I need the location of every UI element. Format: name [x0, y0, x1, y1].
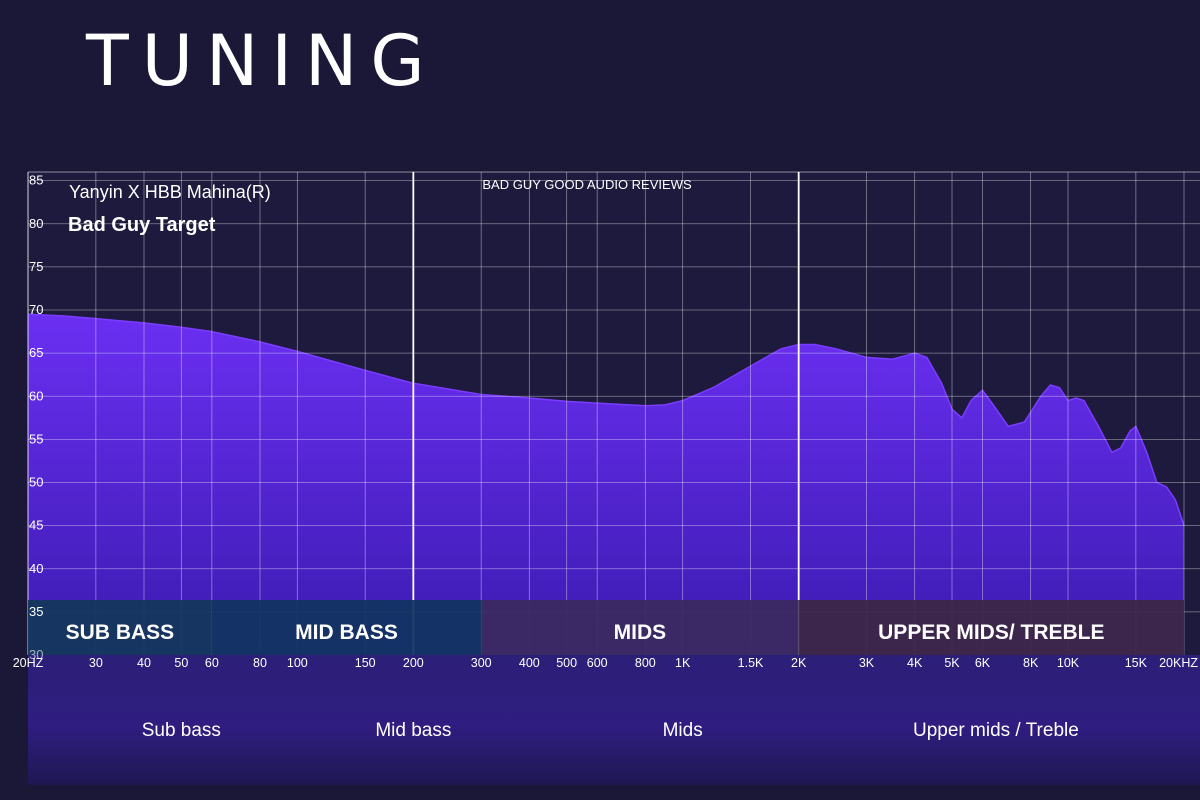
y-tick-label: 70 [29, 302, 43, 317]
series-line [27, 313, 1185, 526]
x-tick-label: 1K [675, 656, 691, 670]
x-tick-label: 5K [944, 656, 960, 670]
x-tick-label: 20KHZ [1159, 656, 1198, 670]
x-tick-label: 150 [355, 656, 376, 670]
x-tick-label: 40 [137, 656, 151, 670]
region-band [211, 600, 482, 655]
frequency-band-strip [28, 655, 1200, 785]
x-tick-label: 8K [1023, 656, 1039, 670]
region-label: MID BASS [295, 621, 398, 644]
band-label: Mids [662, 720, 703, 741]
x-tick-label: 800 [635, 656, 656, 670]
x-tick-label: 6K [975, 656, 991, 670]
region-band [798, 600, 1184, 655]
x-tick-label: 400 [519, 656, 540, 670]
x-tick-label: 100 [287, 656, 308, 670]
x-tick-label: 1.5K [738, 656, 764, 670]
y-tick-label: 80 [29, 216, 43, 231]
x-tick-label: 3K [859, 656, 875, 670]
x-tick-label: 50 [174, 656, 188, 670]
region-band [481, 600, 799, 655]
legend-entry-series: Yanyin X HBB Mahina(R) [69, 182, 271, 202]
x-tick-label: 300 [471, 656, 492, 670]
x-tick-label: 60 [205, 656, 219, 670]
x-tick-label: 600 [587, 656, 608, 670]
x-tick-label: 15K [1125, 656, 1148, 670]
x-tick-label: 200 [403, 656, 424, 670]
legend-entry-target: Bad Guy Target [68, 214, 216, 236]
region-label: UPPER MIDS/ TREBLE [878, 621, 1104, 644]
band-label: Upper mids / Treble [913, 720, 1079, 741]
y-tick-label: 30 [29, 647, 43, 662]
y-tick-label: 35 [29, 604, 43, 619]
region-label: MIDS [614, 621, 667, 644]
y-tick-label: 40 [29, 561, 43, 576]
x-tick-label: 30 [89, 656, 103, 670]
x-tick-label: 4K [907, 656, 923, 670]
band-label: Mid bass [375, 720, 452, 741]
x-tick-label: 20HZ [13, 656, 44, 670]
y-tick-label: 45 [29, 518, 43, 533]
y-tick-label: 50 [29, 475, 43, 490]
y-tick-label: 65 [29, 345, 43, 360]
region-band [28, 600, 212, 655]
series-area [28, 314, 1184, 655]
x-tick-label: 500 [556, 656, 577, 670]
x-tick-label: 10K [1057, 656, 1080, 670]
y-tick-label: 75 [29, 259, 43, 274]
region-label: SUB BASS [66, 621, 175, 644]
y-tick-label: 55 [29, 431, 43, 446]
y-tick-label: 60 [29, 388, 43, 403]
chart-title: BAD GUY GOOD AUDIO REVIEWS [482, 177, 692, 192]
page-title: TUNING [86, 20, 438, 102]
band-label: Sub bass [141, 720, 221, 741]
x-tick-label: 2K [791, 656, 807, 670]
y-tick-label: 85 [29, 173, 43, 188]
x-tick-label: 80 [253, 656, 267, 670]
